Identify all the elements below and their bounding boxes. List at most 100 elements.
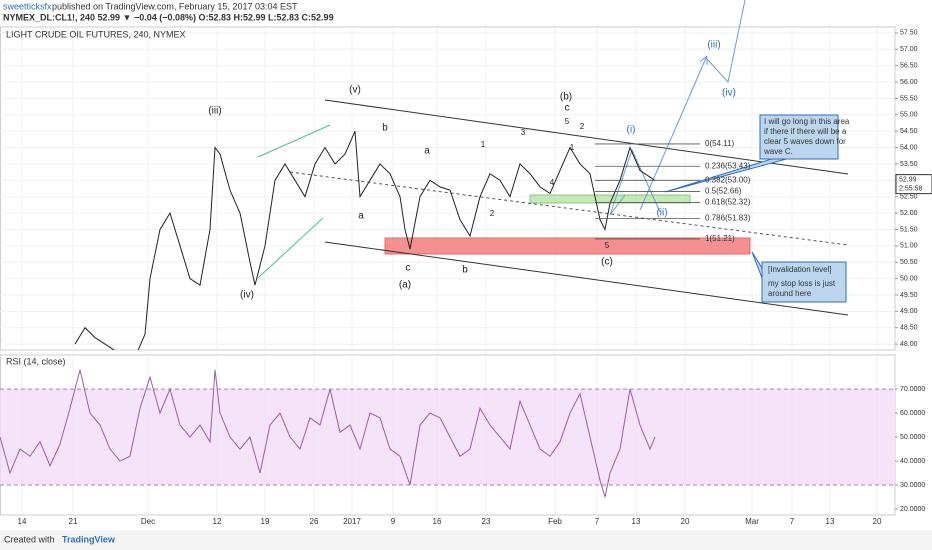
projection-path: [705, 0, 746, 84]
fib-label: 1(51.21): [705, 234, 735, 243]
channel-top: [324, 99, 849, 175]
rsi-band: [0, 389, 895, 486]
y-tick-label: 40.0000: [900, 458, 925, 465]
callout-line: my stop loss is just: [768, 279, 836, 288]
fib-label: 0.5(52.66): [705, 187, 742, 196]
x-tick-label: 19: [261, 517, 270, 526]
wave-label: 3: [521, 128, 526, 137]
wave-label: 5: [605, 241, 610, 250]
y-tick-label: 54.00: [900, 144, 918, 151]
callout-line: if there if there will be a: [764, 127, 847, 136]
wave-label: (b): [560, 92, 572, 103]
y-tick-label: 51.00: [900, 243, 918, 250]
callout-stop: [761, 261, 847, 303]
callout-long-text: I will go long in this area if there if …: [763, 117, 850, 298]
y-tick-label: 48.00: [900, 341, 918, 348]
y-tick-label: 55.50: [900, 95, 918, 102]
wave-label: a: [358, 211, 364, 222]
price-pane: [0, 26, 896, 351]
fib-label: 0.618(52.32): [705, 198, 751, 207]
channel-bottom: [324, 241, 849, 316]
y-tick-label: 49.00: [900, 308, 918, 315]
wave-label: (iv): [240, 290, 254, 301]
wave-label: 1: [570, 143, 575, 152]
x-tick-label: 26: [310, 517, 319, 526]
wave-label: c: [565, 103, 570, 114]
wave-label: a: [424, 146, 430, 157]
y-tick-label: 56.50: [900, 62, 918, 69]
callout-long: [759, 114, 839, 160]
wedge-bottom: [257, 217, 324, 279]
y-tick-label: 49.50: [900, 292, 918, 299]
y-tick-label: 57.00: [900, 46, 918, 53]
x-tick-label: 2017: [343, 517, 361, 526]
x-tick-label: 13: [826, 517, 835, 526]
wave-label: (a): [399, 280, 411, 291]
x-tick-label: 7: [595, 517, 600, 526]
wave-label: (ii): [656, 208, 667, 219]
channel-mid: [289, 171, 849, 246]
y-tick-label: 48.50: [900, 325, 918, 332]
wave-label: (v): [349, 85, 361, 96]
wave-label: (iii): [208, 106, 221, 117]
callout-line: around here: [768, 289, 812, 298]
wave-labels: (iii) (iv) (v) b a a c (a) b 1 2 3 4 5 (…: [208, 40, 736, 301]
wave-label: b: [462, 265, 468, 276]
wave-label: 2: [580, 122, 585, 131]
x-tick-label: 13: [632, 517, 641, 526]
wedge-top: [257, 124, 331, 158]
y-tick-label: 50.50: [900, 259, 918, 266]
quote: NYMEX_DL:CL1!, 240 52.99 ▼ −0.04 (−0.08%…: [3, 12, 334, 22]
fib-label: 0.382(53.00): [705, 175, 751, 184]
stop-zone: [384, 237, 751, 255]
publisher: sweetticksfx: [3, 1, 52, 11]
y-tick-label: 20.0000: [900, 506, 925, 513]
wave-label: 4: [550, 178, 555, 187]
x-tick-label: 7: [790, 517, 795, 526]
y-tick-label: 30.0000: [900, 482, 925, 489]
wave-label: (c): [601, 257, 613, 268]
callout-line: clear 5 waves down for: [764, 137, 846, 146]
wave-path: [609, 148, 661, 216]
y-tick-label: 50.00: [900, 275, 918, 282]
wave-label: 2: [490, 209, 495, 218]
wave-label: (iv): [722, 88, 736, 99]
price-tag: [895, 174, 932, 195]
wave-label: c: [406, 263, 411, 274]
y-tick-label: 60.0000: [900, 410, 925, 417]
x-tick-label: 20: [873, 517, 882, 526]
buy-zone: [529, 194, 691, 204]
x-tick-label: 9: [391, 517, 396, 526]
y-tick-label: 55.00: [900, 112, 918, 119]
x-tick-label: 12: [213, 517, 222, 526]
y-tick-label: 50.0000: [900, 434, 925, 441]
footer-bar: [0, 530, 932, 550]
fib-label: 0.786(51.83): [705, 214, 751, 223]
y-tick-label: 51.50: [900, 226, 918, 233]
pane-title: LIGHT CRUDE OIL FUTURES, 240, NYMEX: [6, 29, 186, 39]
footer-brand[interactable]: TradingView: [62, 534, 116, 544]
callout-line: [Invalidation level]: [768, 265, 832, 274]
callout-line: wave C.: [763, 147, 793, 156]
x-tick-label: Dec: [141, 517, 155, 526]
fib-label: 0.236(53.43): [705, 161, 751, 170]
y-tick-label: 54.50: [900, 128, 918, 135]
x-tick-label: 20: [681, 517, 690, 526]
x-tick-label: 23: [482, 517, 491, 526]
drawings: [257, 0, 849, 316]
projection-arrow: [639, 58, 706, 211]
x-tick-label: 16: [433, 517, 442, 526]
pane-title: RSI (14, close): [6, 356, 66, 366]
rsi-line: [0, 369, 656, 498]
fib-label: 0(54.11): [705, 139, 735, 148]
wave-label: b: [382, 123, 388, 134]
x-tick-label: Mar: [745, 517, 759, 526]
price-tag-label: 52.99: [899, 176, 917, 183]
y-tick-label: 70.0000: [900, 386, 925, 393]
price-line: [74, 130, 656, 350]
wave-label: 5: [565, 117, 570, 126]
x-tick-label: 21: [69, 517, 78, 526]
x-tick-label: Feb: [548, 517, 562, 526]
y-tick-label: 52.00: [900, 210, 918, 217]
